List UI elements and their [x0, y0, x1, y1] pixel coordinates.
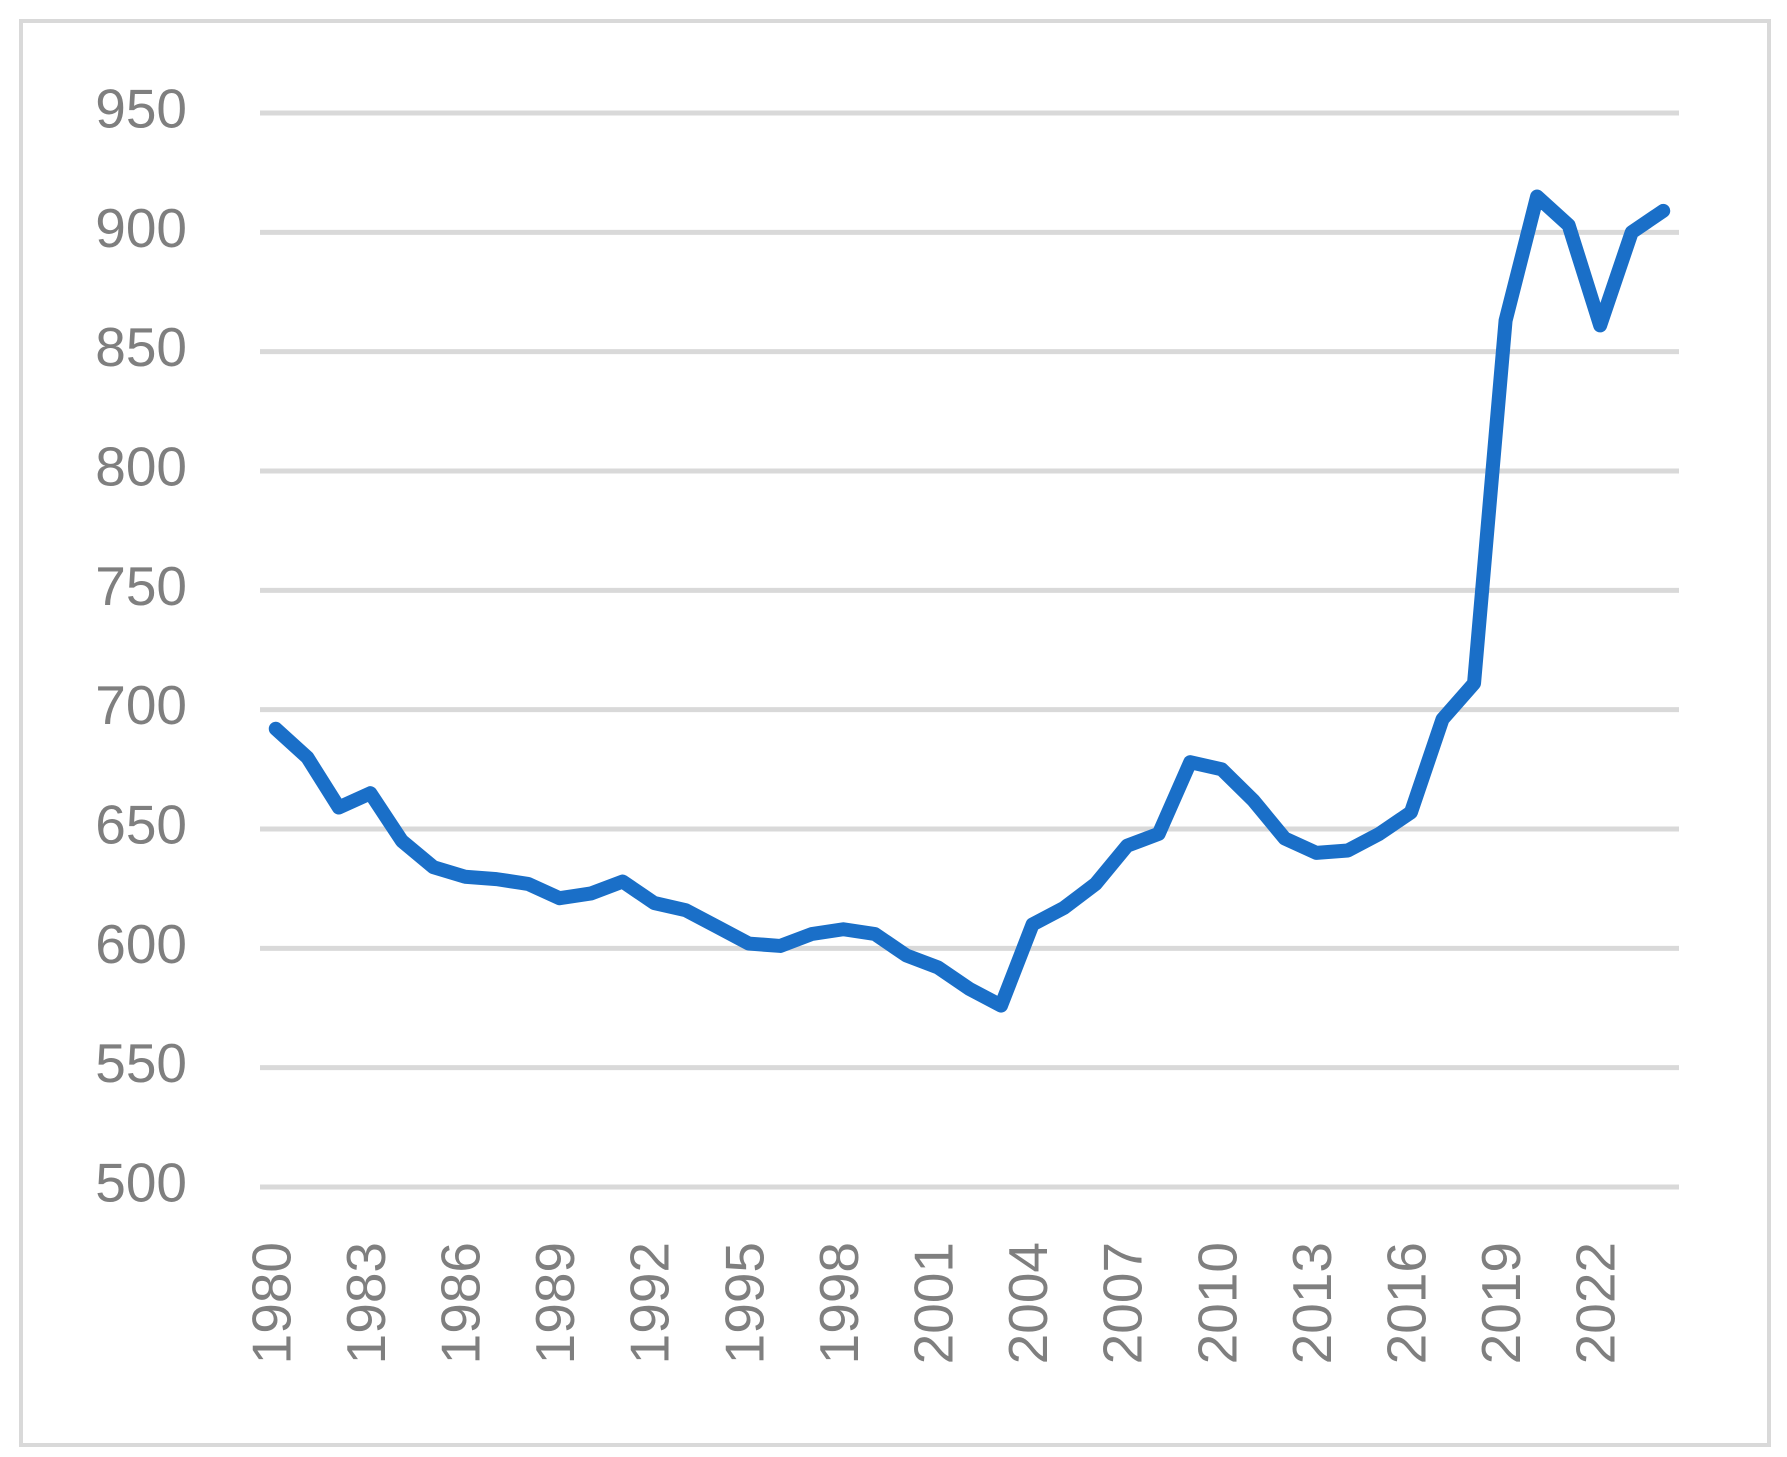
x-tick-label: 2010: [1186, 1242, 1248, 1364]
x-tick-label: 2007: [1092, 1242, 1154, 1364]
x-tick-label: 1989: [524, 1242, 586, 1364]
y-tick-label: 700: [95, 674, 187, 736]
y-tick-label: 750: [95, 555, 187, 617]
y-tick-label: 550: [95, 1032, 187, 1094]
x-tick-label: 1983: [335, 1242, 397, 1364]
data-line: [268, 189, 1671, 1013]
y-tick-label: 800: [95, 436, 187, 498]
x-tick-label: 1998: [808, 1242, 870, 1364]
chart-border: [19, 19, 1771, 1447]
x-tick-label: 1995: [713, 1242, 775, 1364]
y-tick-label: 650: [95, 794, 187, 856]
y-tick-label: 950: [95, 78, 187, 140]
x-tick-label: 2022: [1565, 1242, 1627, 1364]
y-tick-label: 850: [95, 316, 187, 378]
y-tick-label: 900: [95, 197, 187, 259]
x-tick-label: 2004: [997, 1242, 1059, 1364]
x-tick-label: 1992: [619, 1242, 681, 1364]
x-tick-label: 1980: [240, 1242, 302, 1364]
x-tick-label: 2016: [1375, 1242, 1437, 1364]
x-tick-label: 2019: [1470, 1242, 1532, 1364]
y-tick-label: 500: [95, 1152, 187, 1214]
y-tick-label: 600: [95, 913, 187, 975]
x-tick-label: 2013: [1281, 1242, 1343, 1364]
x-tick-label: 2001: [902, 1242, 964, 1364]
x-tick-label: 1986: [429, 1242, 491, 1364]
